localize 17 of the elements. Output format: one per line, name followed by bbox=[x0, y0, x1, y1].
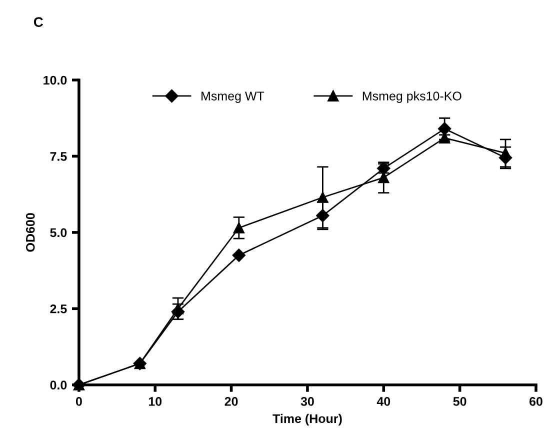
y-tick-label: 0.0 bbox=[50, 380, 67, 390]
x-tick-label: 50 bbox=[453, 397, 466, 406]
x-tick-label: 10 bbox=[148, 397, 162, 406]
x-tick-label: 30 bbox=[300, 397, 314, 406]
x-axis-title: Time (Hour) bbox=[272, 414, 342, 426]
x-tick-label: 20 bbox=[224, 397, 238, 406]
y-axis-title: OD600 bbox=[26, 213, 35, 252]
y-tick-label: 7.5 bbox=[50, 152, 67, 161]
y-tick-label: 2.5 bbox=[50, 304, 67, 314]
legend-label: Msmeg pks10-KO bbox=[362, 91, 462, 103]
y-tick-label: 10.0 bbox=[44, 76, 67, 85]
x-tick-label: 60 bbox=[529, 397, 542, 406]
y-tick-label: 5.0 bbox=[50, 228, 67, 238]
chart-title: C bbox=[34, 17, 44, 27]
x-tick-label: 40 bbox=[376, 397, 390, 406]
x-tick-label: 0 bbox=[76, 397, 82, 406]
legend-label: Msmeg WT bbox=[202, 92, 264, 103]
